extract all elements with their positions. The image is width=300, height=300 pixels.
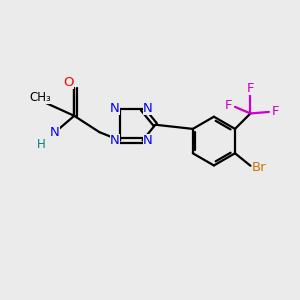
Text: N: N: [110, 134, 120, 147]
Text: N: N: [143, 134, 153, 147]
Text: N: N: [110, 103, 120, 116]
Text: O: O: [64, 76, 74, 89]
Text: F: F: [247, 82, 254, 95]
Text: F: F: [225, 99, 232, 112]
Text: CH₃: CH₃: [29, 91, 51, 104]
Text: H: H: [37, 138, 46, 151]
Text: Br: Br: [252, 161, 267, 174]
Text: F: F: [272, 106, 279, 118]
Text: N: N: [143, 103, 153, 116]
Text: N: N: [50, 126, 60, 139]
